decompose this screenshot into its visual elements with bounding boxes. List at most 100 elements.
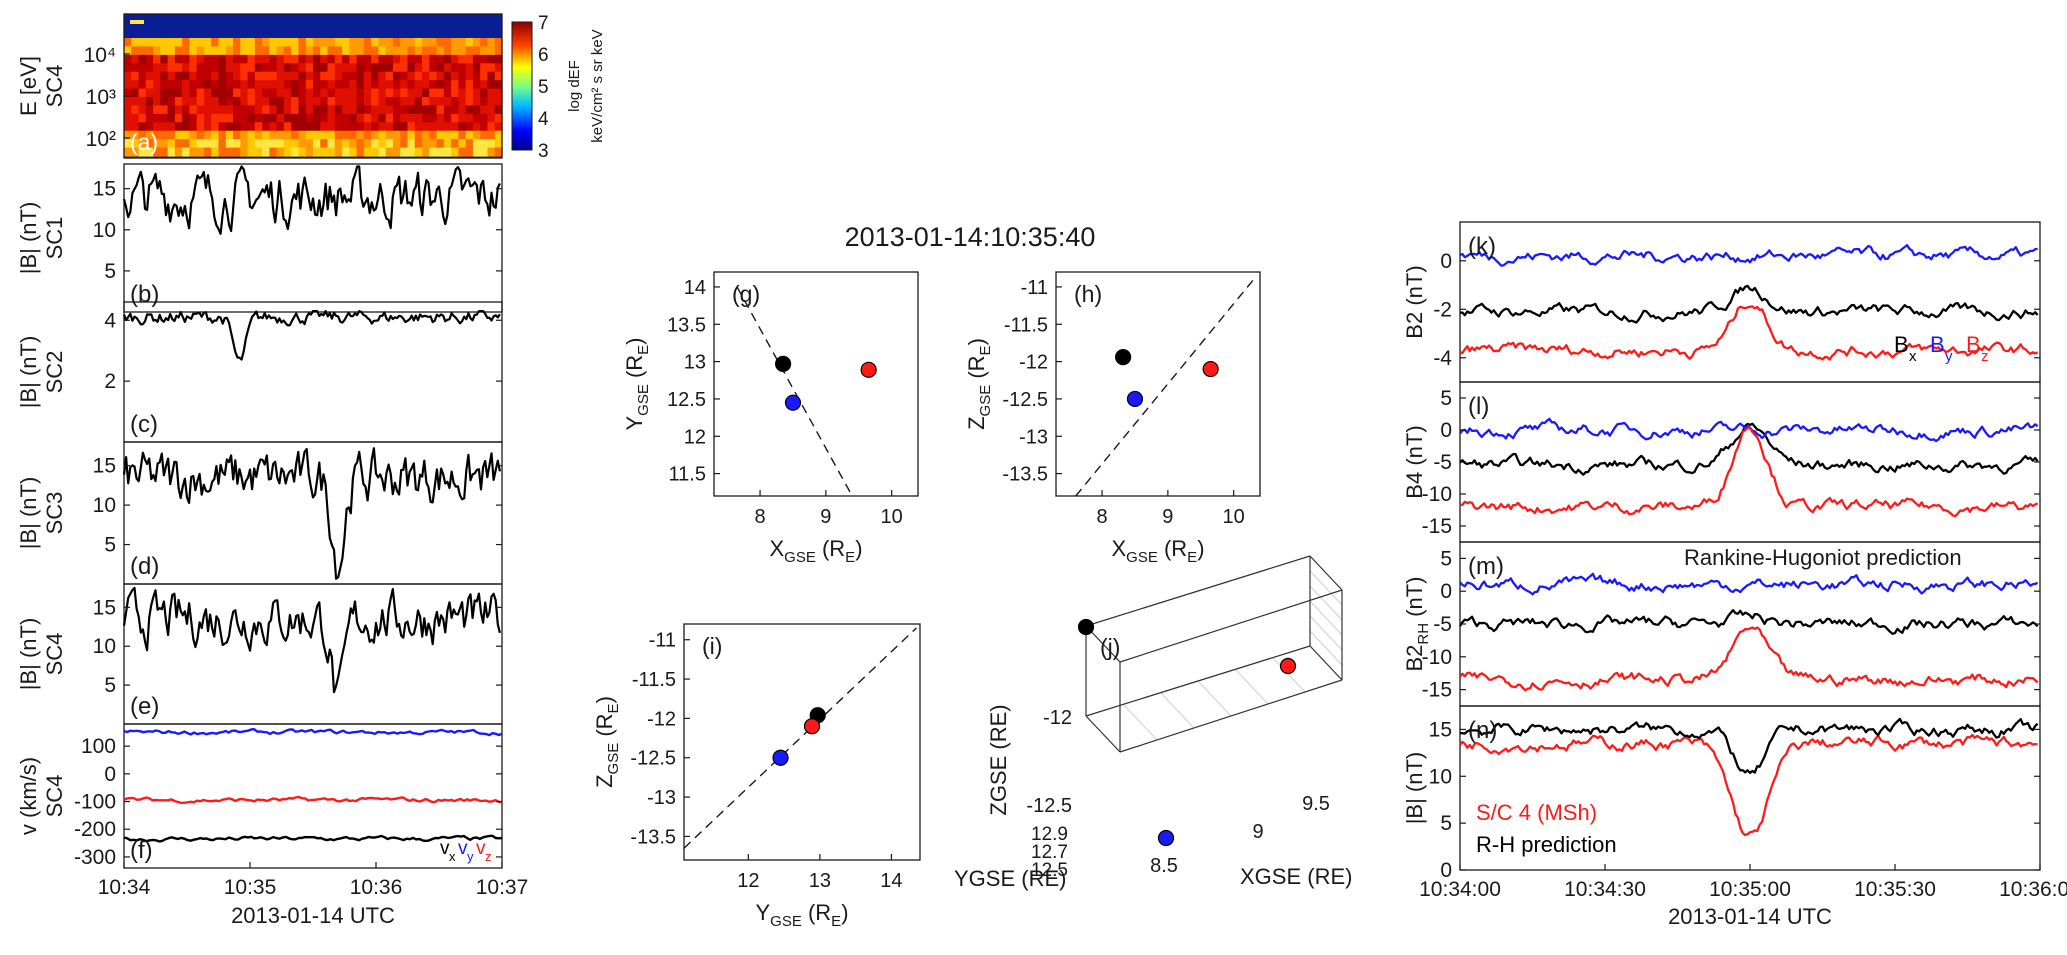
panel-j-edge xyxy=(1119,679,1343,753)
spectrogram-cell xyxy=(167,88,176,98)
spectrogram-cell xyxy=(189,88,198,98)
spectrogram-cell xyxy=(189,130,198,140)
panel-n-ytick-label: 5 xyxy=(1440,812,1452,835)
panel-f-ylabel-sc: SC4 xyxy=(42,775,67,818)
spectrogram-cell xyxy=(371,38,380,48)
spectrogram-cell xyxy=(283,71,292,81)
panel-h-label: (h) xyxy=(1074,281,1102,307)
panel-j-xtick-label: 9 xyxy=(1252,821,1263,843)
panel-j-grid xyxy=(1197,680,1232,717)
spectrogram-cell xyxy=(124,122,132,132)
spectrogram-cell xyxy=(283,80,292,90)
panel-a-ylabel: E [eV] xyxy=(16,56,41,116)
spectrogram-cell xyxy=(400,97,409,107)
spectrogram-cell xyxy=(342,105,350,115)
panel-f-frame xyxy=(123,723,503,869)
spectrogram-cell xyxy=(269,105,278,115)
spectrogram-cell xyxy=(298,88,307,98)
spectrogram-cell xyxy=(305,38,314,48)
spectrogram-cell xyxy=(276,88,285,98)
spectrogram-cell xyxy=(145,71,154,81)
spectrogram-cell xyxy=(124,63,132,73)
spectrogram-cell xyxy=(363,46,372,56)
spectrogram-cell xyxy=(465,147,474,157)
spectrogram-cell xyxy=(356,80,365,90)
spectrogram-cell xyxy=(327,88,336,98)
spectrogram-cell xyxy=(291,97,300,107)
spectrogram-cell xyxy=(356,88,365,98)
panel-m-ytick-label: -5 xyxy=(1433,613,1452,636)
spectrogram-cell xyxy=(356,63,365,73)
panel-j-edge xyxy=(1085,555,1311,627)
panel-f-ytick-label: -200 xyxy=(74,818,116,841)
spectrogram-cell xyxy=(254,105,263,115)
panel-j-edge xyxy=(1085,715,1121,753)
spectrogram-cell xyxy=(422,113,430,123)
spectrogram-cell xyxy=(298,63,307,73)
spectrogram-cell xyxy=(145,80,154,90)
spectrogram-cell xyxy=(356,105,365,115)
spectrogram-cell xyxy=(422,130,430,140)
colorbar-tick-label: 6 xyxy=(538,45,549,66)
spectrogram-cell xyxy=(458,139,467,149)
spectrogram-cell xyxy=(305,46,314,56)
spectrogram-cell xyxy=(414,122,423,132)
spectrogram-cell xyxy=(131,139,140,149)
spectrogram-cell xyxy=(254,38,263,48)
spectrogram-cell xyxy=(298,139,307,149)
panel-j-ylabel: ZGSE (RE) xyxy=(986,704,1011,815)
panel-m-line-By xyxy=(1459,572,2039,596)
spectrogram-cell xyxy=(291,46,300,56)
spectrogram-cell xyxy=(131,105,140,115)
spectrogram-cell xyxy=(298,54,307,64)
spectrogram-cell xyxy=(153,71,161,81)
panel-j-grid xyxy=(1309,570,1343,606)
spectrogram-cell xyxy=(131,147,140,157)
spectrogram-cell xyxy=(153,147,161,157)
spectrogram-cell xyxy=(334,113,343,123)
panel-n-xtick-label: 10:35:00 xyxy=(1709,878,1791,901)
spectrogram-cell xyxy=(342,71,350,81)
spectrogram-cell xyxy=(262,147,270,157)
spectrogram-cell xyxy=(254,130,263,140)
spectrogram-cell xyxy=(313,113,321,123)
spectrogram-cell xyxy=(451,139,459,149)
spectrogram-cell xyxy=(247,97,256,107)
spectrogram-cell xyxy=(291,122,300,132)
spectrogram-cell xyxy=(378,88,387,98)
spectrogram-cell xyxy=(378,130,387,140)
spectrogram-cell xyxy=(291,38,300,48)
legend-By: B xyxy=(1930,332,1945,357)
spectrogram-cell xyxy=(342,88,350,98)
colorbar-label: log dEF xyxy=(566,60,583,112)
spectrogram-cell xyxy=(254,80,263,90)
spectrogram-cell xyxy=(196,63,205,73)
spectrogram-cell xyxy=(233,130,241,140)
panel-e-label: (e) xyxy=(130,693,159,720)
panel-g-xtick-label: 10 xyxy=(881,506,903,528)
spectrogram-cell xyxy=(414,54,423,64)
spectrogram-cell xyxy=(254,63,263,73)
spectrogram-cell xyxy=(349,130,358,140)
spectrogram-cell xyxy=(247,80,256,90)
spectrogram-cell xyxy=(371,113,380,123)
spectrogram-cell xyxy=(167,54,176,64)
spectrogram-cell xyxy=(218,71,227,81)
panel-h-ylabel: ZGSE (RE) xyxy=(964,338,994,430)
spectrogram-cell xyxy=(414,80,423,90)
spectrogram-cell xyxy=(422,38,430,48)
spectrogram-cell xyxy=(262,80,270,90)
spectrogram-cell xyxy=(480,80,489,90)
rankine-hugoniot-annotation: Rankine-Hugoniot prediction xyxy=(1684,545,1962,570)
spectrogram-cell xyxy=(298,97,307,107)
spectrogram-cell xyxy=(436,54,445,64)
spectrogram-cell xyxy=(458,54,467,64)
panel-j-grid xyxy=(1309,615,1343,651)
spectrogram-cell xyxy=(160,63,169,73)
spectrogram-cell xyxy=(480,105,489,115)
spectrogram-cell xyxy=(407,63,416,73)
spectrogram-cell xyxy=(291,80,300,90)
spectrogram-cell xyxy=(487,122,496,132)
spectrogram-cell xyxy=(378,63,387,73)
panel-n-legend-rh: R-H prediction xyxy=(1476,832,1617,857)
